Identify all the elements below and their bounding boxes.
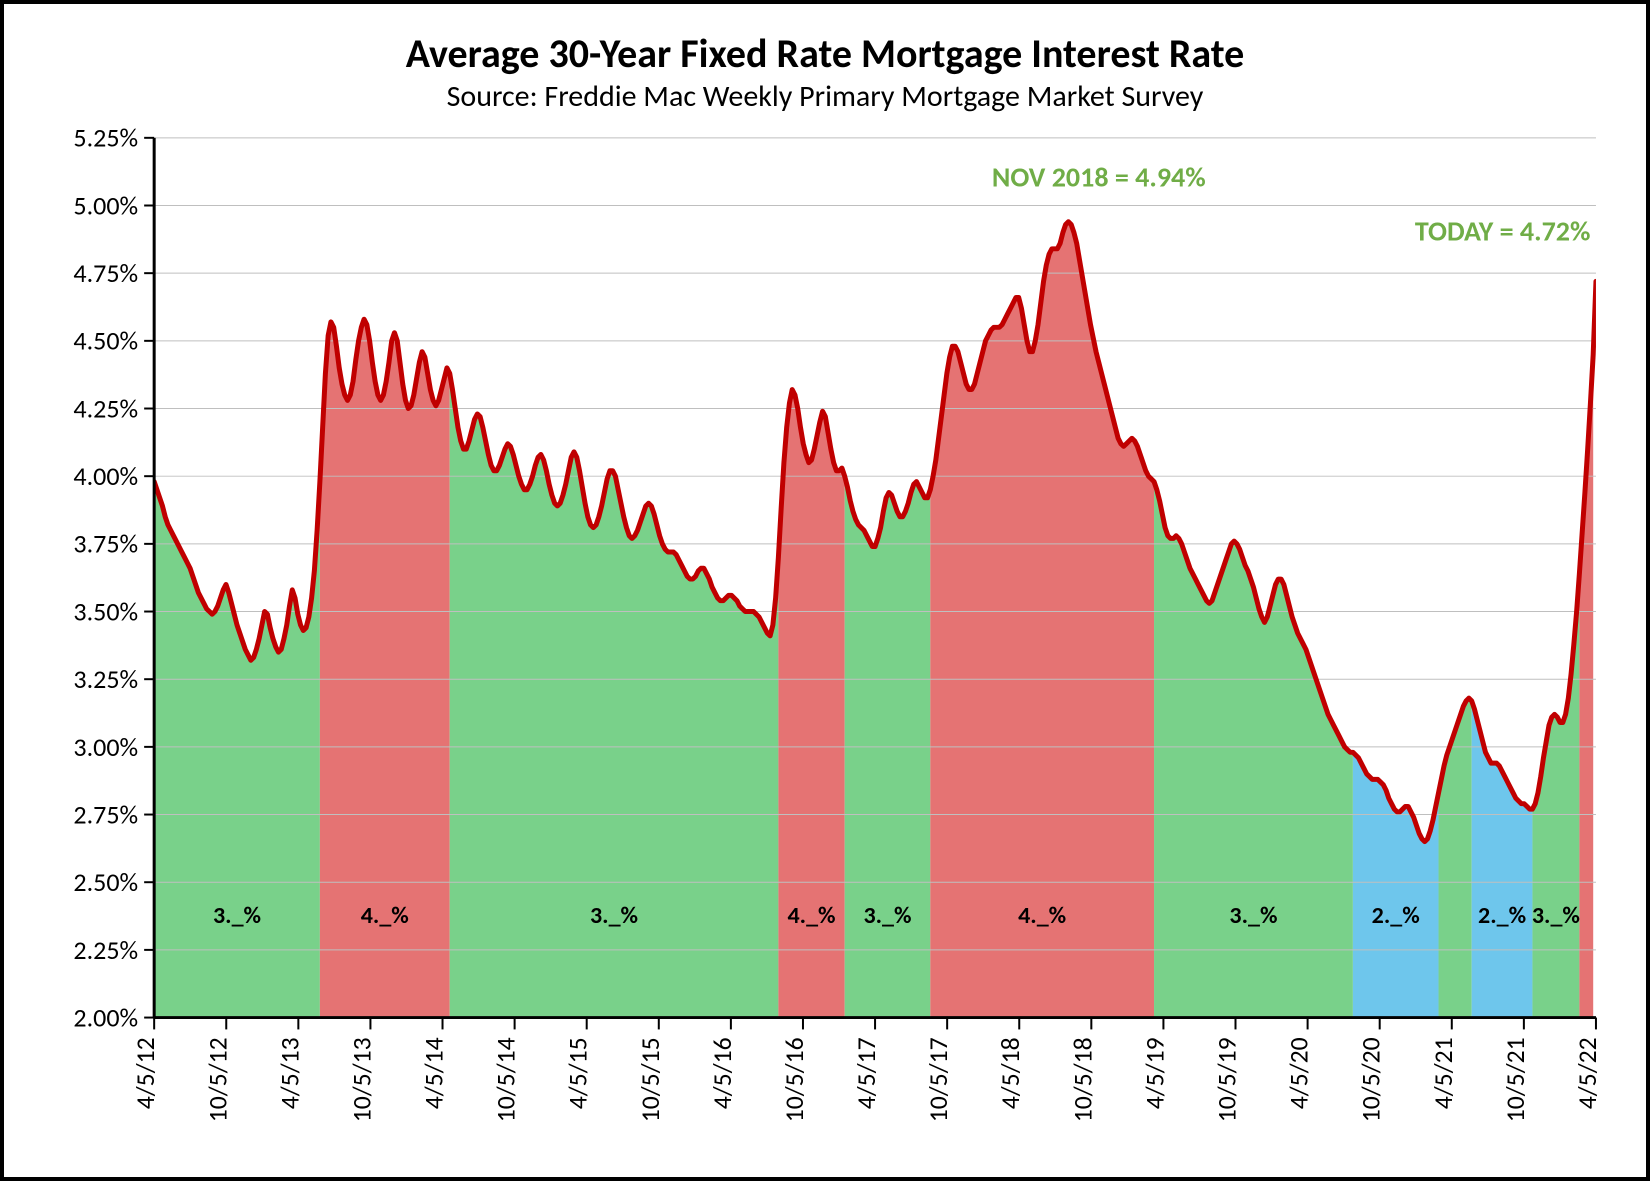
svg-text:4.25%: 4.25% <box>73 393 138 425</box>
svg-text:4/5/14: 4/5/14 <box>417 1037 449 1109</box>
svg-text:NOV 2018 = 4.94%: NOV 2018 = 4.94% <box>992 161 1206 195</box>
svg-text:4/5/17: 4/5/17 <box>850 1037 882 1109</box>
mortgage-rate-chart: 2.00% 2.25% 2.50% 2.75% 3.00% 3.25% 3.50% 3.75%… <box>24 123 1626 1151</box>
svg-text:10/5/13: 10/5/13 <box>345 1037 377 1122</box>
svg-text:TODAY = 4.72%: TODAY = 4.72% <box>1415 215 1590 249</box>
svg-text:5.00%: 5.00% <box>73 190 138 222</box>
svg-text:2._%: 2._% <box>1478 901 1526 930</box>
svg-text:3._%: 3._% <box>213 901 261 930</box>
svg-text:3.50%: 3.50% <box>73 596 138 628</box>
svg-text:3.00%: 3.00% <box>73 731 138 763</box>
svg-text:4/5/16: 4/5/16 <box>706 1037 738 1109</box>
svg-text:4/5/15: 4/5/15 <box>562 1037 594 1109</box>
svg-text:4.50%: 4.50% <box>73 325 138 357</box>
svg-text:3._%: 3._% <box>1229 901 1277 930</box>
svg-text:10/5/15: 10/5/15 <box>634 1037 666 1122</box>
svg-text:4/5/21: 4/5/21 <box>1427 1037 1459 1109</box>
svg-text:10/5/16: 10/5/16 <box>778 1037 810 1122</box>
svg-text:2.75%: 2.75% <box>73 799 138 831</box>
svg-text:2.25%: 2.25% <box>73 934 138 966</box>
svg-text:10/5/19: 10/5/19 <box>1210 1037 1242 1122</box>
svg-text:2.00%: 2.00% <box>73 1002 138 1034</box>
svg-text:3._%: 3._% <box>1532 901 1580 930</box>
svg-text:3._%: 3._% <box>863 901 911 930</box>
svg-text:10/5/20: 10/5/20 <box>1355 1037 1387 1122</box>
svg-text:2.50%: 2.50% <box>73 866 138 898</box>
svg-text:10/5/18: 10/5/18 <box>1066 1037 1098 1122</box>
svg-text:10/5/14: 10/5/14 <box>489 1037 521 1122</box>
svg-text:4/5/13: 4/5/13 <box>273 1037 305 1109</box>
svg-text:4._%: 4._% <box>361 901 409 930</box>
svg-text:3.75%: 3.75% <box>73 528 138 560</box>
svg-text:5.25%: 5.25% <box>73 123 138 154</box>
svg-text:4/5/18: 4/5/18 <box>994 1037 1026 1109</box>
svg-text:4._%: 4._% <box>788 901 836 930</box>
svg-text:3.25%: 3.25% <box>73 663 138 695</box>
svg-text:4/5/20: 4/5/20 <box>1282 1037 1314 1109</box>
svg-text:4/5/19: 4/5/19 <box>1138 1037 1170 1109</box>
svg-text:10/5/17: 10/5/17 <box>922 1037 954 1122</box>
svg-text:4.00%: 4.00% <box>73 460 138 492</box>
svg-text:10/5/12: 10/5/12 <box>201 1037 233 1122</box>
chart-frame: Average 30-Year Fixed Rate Mortgage Inte… <box>0 0 1650 1181</box>
svg-text:4.75%: 4.75% <box>73 257 138 289</box>
svg-text:3._%: 3._% <box>590 901 638 930</box>
svg-text:4/5/22: 4/5/22 <box>1571 1037 1603 1109</box>
chart-canvas-wrap: 2.00% 2.25% 2.50% 2.75% 3.00% 3.25% 3.50% 3.75%… <box>24 123 1626 1151</box>
chart-title: Average 30-Year Fixed Rate Mortgage Inte… <box>24 29 1626 78</box>
chart-subtitle: Source: Freddie Mac Weekly Primary Mortg… <box>24 78 1626 115</box>
svg-text:4/5/12: 4/5/12 <box>129 1037 161 1109</box>
svg-text:10/5/21: 10/5/21 <box>1499 1037 1531 1122</box>
svg-text:4._%: 4._% <box>1018 901 1066 930</box>
svg-text:2._%: 2._% <box>1372 901 1420 930</box>
